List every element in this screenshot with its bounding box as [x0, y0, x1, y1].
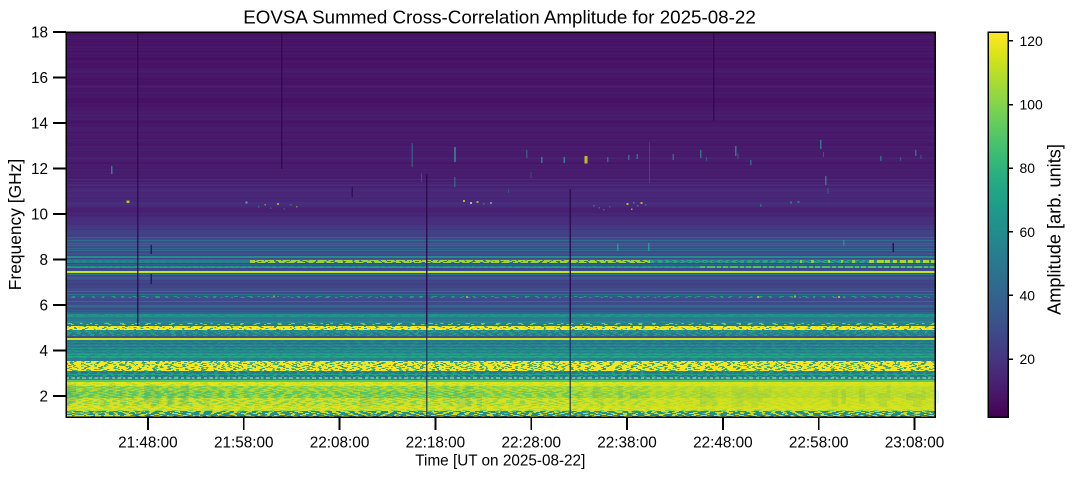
- svg-text:22:38:00: 22:38:00: [597, 435, 657, 452]
- svg-text:EOVSA Summed Cross-Correlation: EOVSA Summed Cross-Correlation Amplitude…: [243, 7, 756, 28]
- svg-text:8: 8: [39, 252, 48, 269]
- svg-text:20: 20: [1020, 351, 1036, 367]
- svg-text:Time [UT on 2025-08-22]: Time [UT on 2025-08-22]: [415, 453, 585, 470]
- svg-text:60: 60: [1020, 224, 1036, 240]
- svg-text:Frequency [GHz]: Frequency [GHz]: [5, 159, 25, 290]
- svg-text:12: 12: [31, 161, 48, 178]
- svg-text:23:08:00: 23:08:00: [885, 435, 945, 452]
- svg-text:2: 2: [39, 388, 48, 405]
- svg-text:10: 10: [31, 206, 48, 223]
- svg-text:Amplitude [arb. units]: Amplitude [arb. units]: [1045, 144, 1065, 315]
- svg-text:21:58:00: 21:58:00: [214, 435, 274, 452]
- svg-text:22:48:00: 22:48:00: [693, 435, 753, 452]
- svg-text:100: 100: [1020, 97, 1043, 113]
- svg-text:80: 80: [1020, 160, 1036, 176]
- svg-text:40: 40: [1020, 287, 1036, 303]
- svg-text:6: 6: [39, 297, 48, 314]
- svg-text:22:08:00: 22:08:00: [310, 435, 370, 452]
- svg-text:21:48:00: 21:48:00: [118, 435, 178, 452]
- svg-text:22:58:00: 22:58:00: [789, 435, 849, 452]
- svg-text:22:18:00: 22:18:00: [406, 435, 466, 452]
- svg-text:18: 18: [31, 24, 48, 41]
- svg-text:22:28:00: 22:28:00: [501, 435, 561, 452]
- svg-text:120: 120: [1020, 33, 1043, 49]
- svg-text:16: 16: [31, 70, 48, 87]
- svg-text:4: 4: [39, 343, 48, 360]
- svg-text:14: 14: [31, 115, 49, 132]
